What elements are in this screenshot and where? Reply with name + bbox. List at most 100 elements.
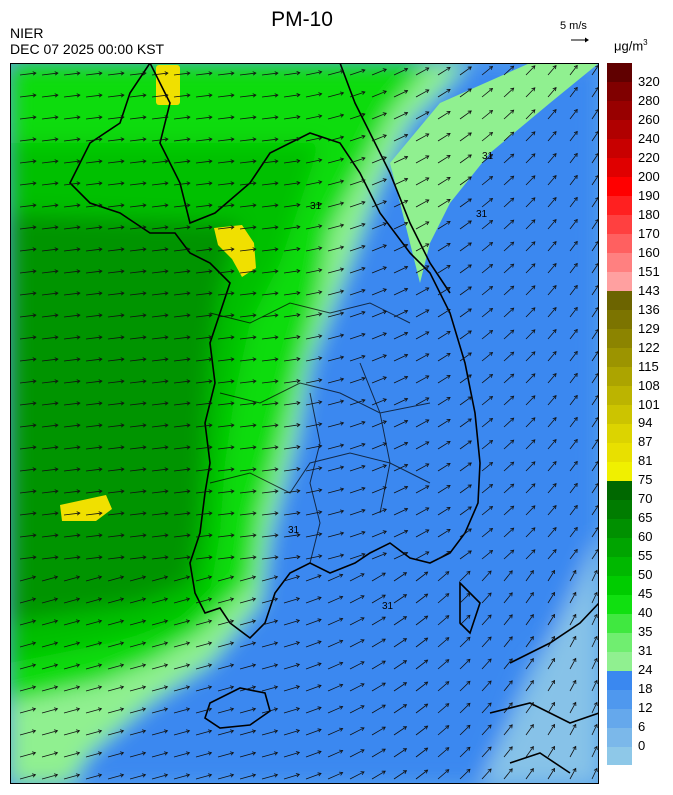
wind-arrow-head [54, 445, 59, 450]
wind-arrow-head [120, 313, 125, 318]
wind-arrow [547, 439, 557, 450]
wind-arrow [525, 329, 536, 340]
wind-arrow-head [274, 533, 279, 538]
wind-arrow [41, 730, 58, 736]
wind-arrow [283, 490, 300, 494]
wind-arrow-head [487, 614, 492, 619]
wind-arrow-head [274, 313, 279, 318]
wind-arrow-head [318, 510, 323, 515]
wind-arrow [393, 332, 408, 340]
wind-arrow [261, 292, 278, 296]
wind-arrow [393, 464, 408, 472]
wind-arrow [349, 135, 366, 142]
wind-arrow-head [573, 218, 578, 223]
wind-arrow-head [531, 395, 536, 400]
wind-arrow-head [208, 489, 213, 494]
wind-arrow-head [274, 489, 279, 494]
wind-arrow-head [467, 198, 472, 203]
wind-arrow [503, 461, 514, 472]
wind-arrow [591, 592, 598, 604]
wind-arrow-head [98, 555, 103, 560]
wind-arrow [525, 153, 536, 164]
wind-arrow [371, 222, 387, 230]
wind-arrow [63, 292, 80, 296]
wind-arrow [173, 468, 190, 472]
wind-arrow [459, 725, 471, 736]
wind-arrow-head [445, 703, 450, 708]
wind-arrow [437, 243, 451, 252]
color-legend [607, 63, 632, 766]
wind-arrow-head [488, 440, 494, 444]
wind-arrow-head [572, 701, 577, 706]
wind-arrow [283, 685, 300, 692]
wind-arrow-head [252, 313, 257, 318]
wind-arrow-head [488, 242, 494, 246]
wind-arrow [569, 439, 578, 450]
wind-arrow [349, 617, 365, 626]
legend-tick-label: 65 [638, 510, 653, 526]
wind-arrow-head [208, 269, 213, 274]
wind-arrow-head [488, 352, 494, 356]
wind-arrow-head [425, 111, 430, 116]
wind-arrow-head [141, 575, 147, 580]
wind-arrow-head [230, 159, 235, 164]
wind-arrow-head [229, 729, 235, 734]
wind-arrow [525, 505, 536, 516]
legend-swatch [607, 442, 632, 462]
wind-arrow-head [425, 243, 430, 248]
wind-arrow-head [32, 203, 37, 208]
wind-arrow-head [186, 225, 191, 230]
wind-arrow [547, 285, 557, 296]
wind-arrow [547, 351, 557, 362]
wind-arrow-head [531, 351, 536, 356]
wind-arrow [569, 307, 578, 318]
wind-arrow [63, 490, 80, 494]
wind-arrow-head [54, 137, 59, 142]
wind-arrow-head [573, 262, 578, 267]
wind-arrow-head [318, 92, 323, 97]
wind-arrow [195, 226, 212, 230]
wind-arrow-head [295, 685, 301, 690]
wind-arrow [63, 248, 80, 252]
wind-arrow-head [273, 773, 279, 778]
wind-arrow-head [252, 247, 257, 252]
wind-arrow-head [53, 773, 59, 778]
wind-arrow-head [573, 196, 578, 201]
wind-arrow-head [141, 619, 147, 624]
contour-label: 31 [310, 201, 322, 212]
legend-swatch [607, 499, 632, 519]
wind-arrow [217, 424, 234, 428]
legend-tick-label: 40 [638, 605, 653, 621]
wind-arrow [261, 94, 278, 98]
wind-arrow-head [98, 489, 103, 494]
wind-arrow-head [164, 489, 169, 494]
legend-swatch [607, 461, 632, 481]
wind-arrow [327, 180, 344, 186]
wind-arrow-head [402, 748, 408, 752]
wind-arrow [195, 556, 212, 560]
wind-arrow [85, 534, 102, 538]
wind-arrow [349, 595, 365, 604]
wind-arrow-head [75, 773, 81, 778]
wind-arrow-head [510, 439, 515, 444]
wind-arrow [547, 614, 555, 626]
wind-arrow [19, 620, 36, 626]
wind-arrow-head [382, 486, 387, 491]
wind-arrow-head [361, 200, 366, 205]
wind-arrow [327, 466, 344, 472]
wind-arrow-head [573, 306, 578, 311]
wind-arrow [261, 534, 278, 538]
wind-arrow-head [425, 155, 430, 160]
wind-arrow-head [382, 398, 387, 403]
wind-arrow [107, 182, 124, 186]
wind-arrow-head [141, 773, 147, 778]
wind-arrow [569, 197, 578, 208]
agency-label: NIER [10, 25, 44, 41]
wind-arrow-head [273, 707, 279, 712]
wind-arrow [569, 549, 578, 560]
wind-arrow [547, 636, 555, 648]
wind-arrow-head [230, 269, 235, 274]
wind-arrow [151, 336, 168, 340]
wind-arrow-head [274, 203, 279, 208]
wind-arrow [107, 752, 124, 758]
